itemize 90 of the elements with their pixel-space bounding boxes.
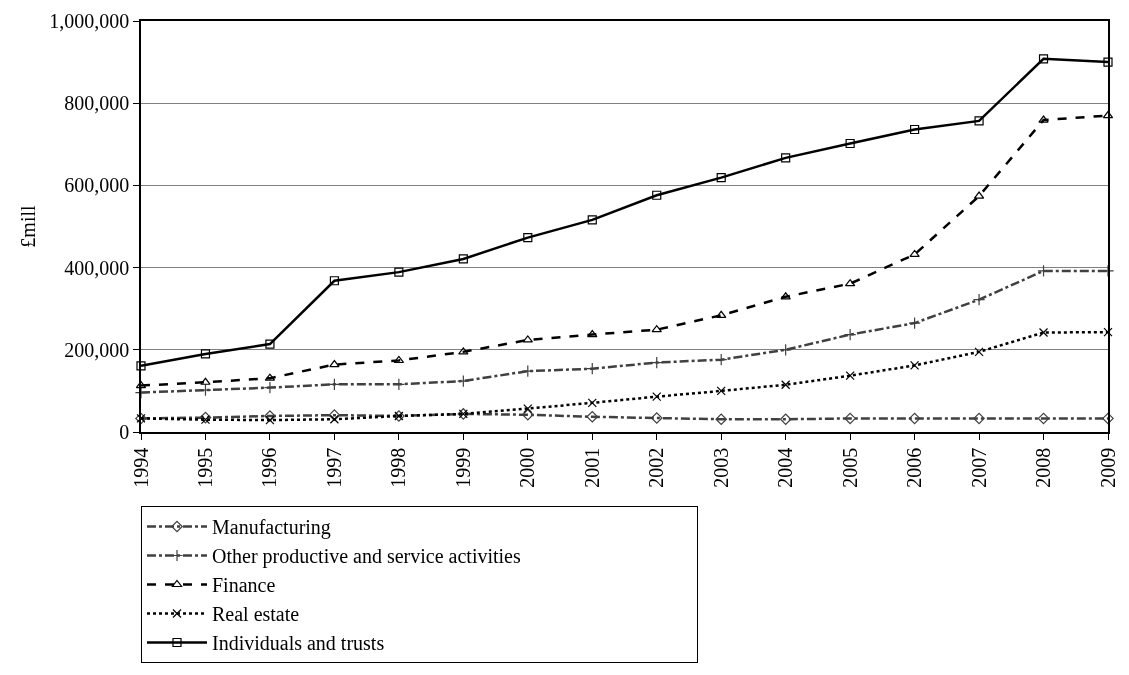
point [200,349,211,359]
x-tick-label: 1999 [451,447,474,488]
legend-label: Manufacturing [212,516,331,540]
legend-label: Finance [212,574,276,597]
point [265,415,275,425]
point [586,410,599,423]
point [715,353,728,366]
point [781,153,791,163]
point [1038,54,1049,64]
point [523,403,533,414]
point [779,343,792,356]
point [329,360,340,368]
point [263,381,277,394]
point [1102,110,1114,119]
point [843,328,857,341]
y-tick-label: 600,000 [64,174,130,197]
x-tick-label: 1998 [387,447,410,488]
point [135,380,147,389]
point [1037,412,1050,425]
point [1038,115,1049,123]
point [715,413,727,426]
y-tick-label: 800,000 [64,92,130,115]
y-tick-label: 200,000 [64,338,130,361]
point [329,414,339,424]
point [908,316,921,330]
legend-label: Other productive and service activities [212,545,521,569]
y-axis-title: £mill [17,204,40,248]
point [264,410,276,422]
x-tick-label: 2005 [838,447,861,488]
point [1038,327,1049,338]
point [587,329,598,338]
x-tick-label: 2007 [967,447,990,488]
point [200,415,211,425]
point [458,347,469,355]
point [1102,412,1114,425]
legend-label: Real estate [212,603,300,626]
point [587,215,597,225]
point [523,233,533,243]
point [587,398,597,408]
point [457,374,470,388]
point [844,412,856,425]
point [458,254,468,264]
x-tick-label: 2004 [774,447,797,488]
x-tick-label: 2002 [645,447,668,488]
point [910,124,920,135]
point [1103,57,1113,67]
legend-label: Individuals and trusts [212,632,385,655]
x-tick-label: 1996 [258,447,281,488]
point [908,412,921,425]
point [650,412,663,424]
point [716,386,726,396]
point [393,355,405,364]
point [974,347,984,357]
x-tick-label: 2006 [903,447,926,488]
y-tick-label: 400,000 [64,256,130,279]
point [200,377,211,385]
point [136,361,146,371]
point [265,339,275,349]
point [909,249,920,258]
point [328,409,341,421]
x-tick-label: 2001 [580,447,603,488]
point [716,172,726,183]
point [845,138,855,149]
point [651,325,662,333]
x-tick-label: 2009 [1096,447,1119,488]
point [199,383,212,397]
point [974,116,984,126]
point [781,380,791,390]
point [329,276,339,286]
point [780,292,791,300]
point [586,362,599,375]
y-tick-label: 1,000,000 [49,10,130,32]
x-tick-label: 1994 [129,447,152,488]
point [652,392,662,402]
x-tick-label: 2003 [709,447,732,488]
point [779,413,792,426]
point [972,293,986,306]
point [973,412,985,425]
point [521,364,534,378]
point [199,411,212,424]
x-tick-label: 2000 [516,447,539,488]
point [845,371,855,381]
point [910,360,920,371]
x-tick-label: 1997 [322,447,345,488]
point [522,408,534,421]
point [652,190,662,200]
x-tick-label: 2008 [1032,447,1055,488]
x-tick-label: 1995 [193,447,216,488]
point [394,267,404,277]
y-tick-label: 0 [119,421,130,443]
